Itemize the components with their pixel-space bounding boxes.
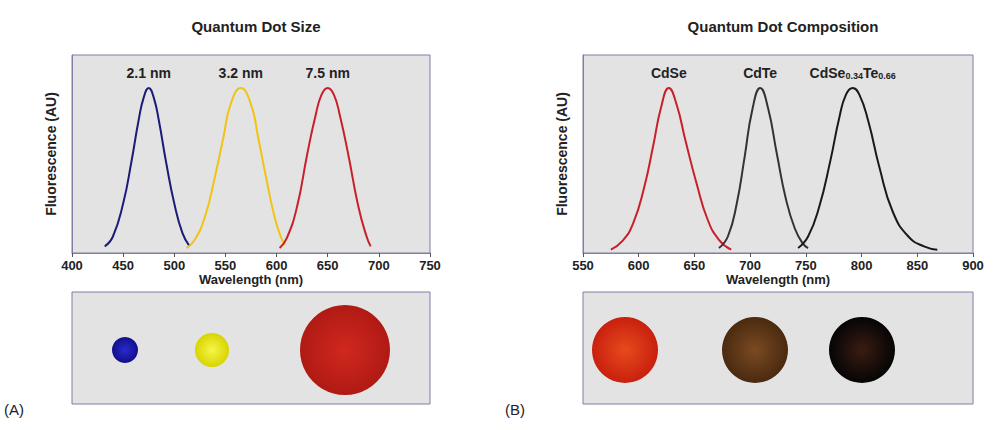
svg-text:850: 850 [906,258,928,273]
svg-text:Wavelength (nm): Wavelength (nm) [199,272,303,287]
svg-text:600: 600 [628,258,650,273]
svg-text:Quantum Dot Size: Quantum Dot Size [191,18,320,35]
svg-text:500: 500 [163,258,185,273]
svg-text:CdSe: CdSe [651,65,687,81]
svg-text:750: 750 [419,258,441,273]
svg-text:CdSe: CdSe [810,65,846,81]
svg-text:700: 700 [368,258,390,273]
svg-text:Te: Te [863,65,879,81]
svg-text:800: 800 [851,258,873,273]
svg-text:700: 700 [739,258,761,273]
svg-text:2.1 nm: 2.1 nm [127,65,171,81]
svg-text:(A): (A) [4,401,24,418]
svg-text:0.34: 0.34 [845,71,863,81]
svg-text:400: 400 [61,258,83,273]
svg-text:(B): (B) [505,401,525,418]
svg-text:900: 900 [962,258,984,273]
svg-text:CdTe: CdTe [743,65,777,81]
svg-text:450: 450 [112,258,134,273]
svg-text:Quantum Dot Composition: Quantum Dot Composition [688,18,879,35]
svg-text:550: 550 [572,258,594,273]
svg-text:7.5 nm: 7.5 nm [306,65,350,81]
svg-text:650: 650 [317,258,339,273]
svg-text:550: 550 [215,258,237,273]
svg-text:Fluorescence (AU): Fluorescence (AU) [43,92,59,216]
svg-text:Fluorescence (AU): Fluorescence (AU) [554,92,570,216]
svg-text:Wavelength (nm): Wavelength (nm) [726,272,830,287]
svg-text:650: 650 [684,258,706,273]
svg-text:600: 600 [266,258,288,273]
svg-text:750: 750 [795,258,817,273]
svg-text:3.2 nm: 3.2 nm [219,65,263,81]
svg-text:0.66: 0.66 [878,71,896,81]
